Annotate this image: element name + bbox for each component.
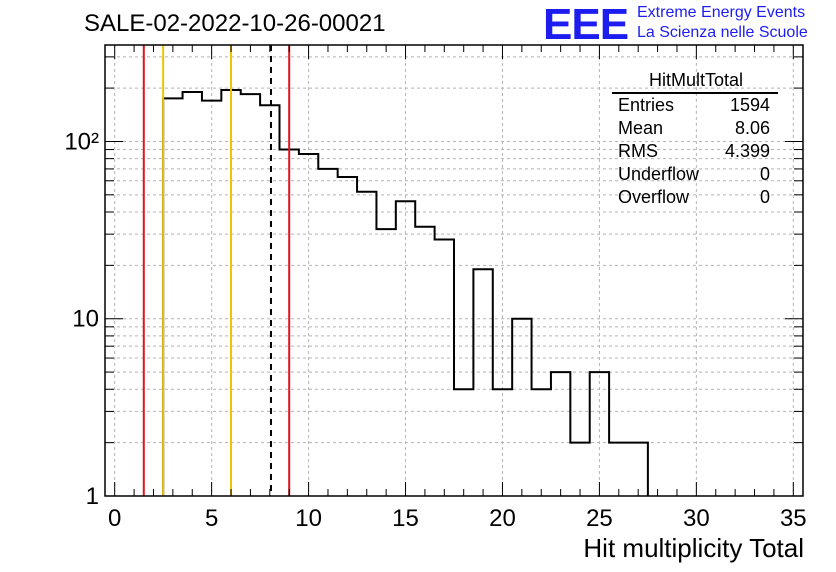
logo-line-2: La Scienza nelle Scuole [637,24,808,41]
y-tick-label: 10 [72,306,99,333]
histogram-bar [532,389,551,496]
histogram-bar [318,169,337,496]
stats-label: Entries [618,95,675,115]
histogram-bar [435,239,454,496]
stats-row-underflow: Underflow 0 [608,163,778,186]
histogram-bar [629,443,648,496]
x-tick-label: 10 [295,505,322,532]
x-axis-label: Hit multiplicity Total [583,533,804,563]
histogram-bar [338,177,357,496]
x-tick-label: 35 [780,505,807,532]
y-tick-label: 10² [64,128,99,155]
stats-value: 0 [759,164,770,184]
x-tick-label: 15 [392,505,419,532]
stats-value: 0 [759,187,770,207]
histogram-bar [299,154,318,496]
stats-row-mean: Mean 8.06 [608,117,778,140]
histogram-outline [162,89,649,496]
histogram-bar [551,372,570,496]
stats-value: 4.399 [724,141,770,161]
x-tick-label: 5 [205,505,218,532]
plot-frame [104,44,804,497]
stats-label: Mean [618,118,664,138]
stats-label: Overflow [618,187,690,207]
histogram-bar [415,227,434,496]
histogram-bar [512,319,531,496]
x-tick-label: 0 [108,505,121,532]
stats-label: Underflow [618,164,700,184]
histogram-bar [570,443,589,496]
histogram-bar [473,269,492,496]
stats-box: HitMultTotal Entries 1594 Mean 8.06 RMS … [608,68,778,209]
histogram-bar [260,105,279,496]
histogram-bar [609,443,628,496]
histogram-bar [376,229,395,496]
stats-value: 8.06 [734,118,770,138]
stats-row-entries: Entries 1594 [608,94,778,117]
x-tick-label: 20 [489,505,516,532]
stats-row-overflow: Overflow 0 [608,186,778,209]
x-tick-label: 30 [683,505,710,532]
stats-row-rms: RMS 4.399 [608,140,778,163]
x-tick-label: 25 [586,505,613,532]
logo-line-1: Extreme Energy Events [637,4,806,21]
histogram-bar [183,92,202,496]
stats-separator [612,92,778,94]
eee-logo: EEE [543,0,629,49]
stats-value: 1594 [729,95,770,115]
histogram-bar [454,389,473,496]
stats-label: RMS [618,141,658,161]
y-tick-label: 1 [86,483,99,510]
histogram-bar [357,192,376,496]
histogram-bar [241,94,260,496]
stats-title: HitMultTotal [648,70,744,90]
histogram-bar [163,98,182,496]
chart-title: SALE-02-2022-10-26-00021 [84,10,386,37]
